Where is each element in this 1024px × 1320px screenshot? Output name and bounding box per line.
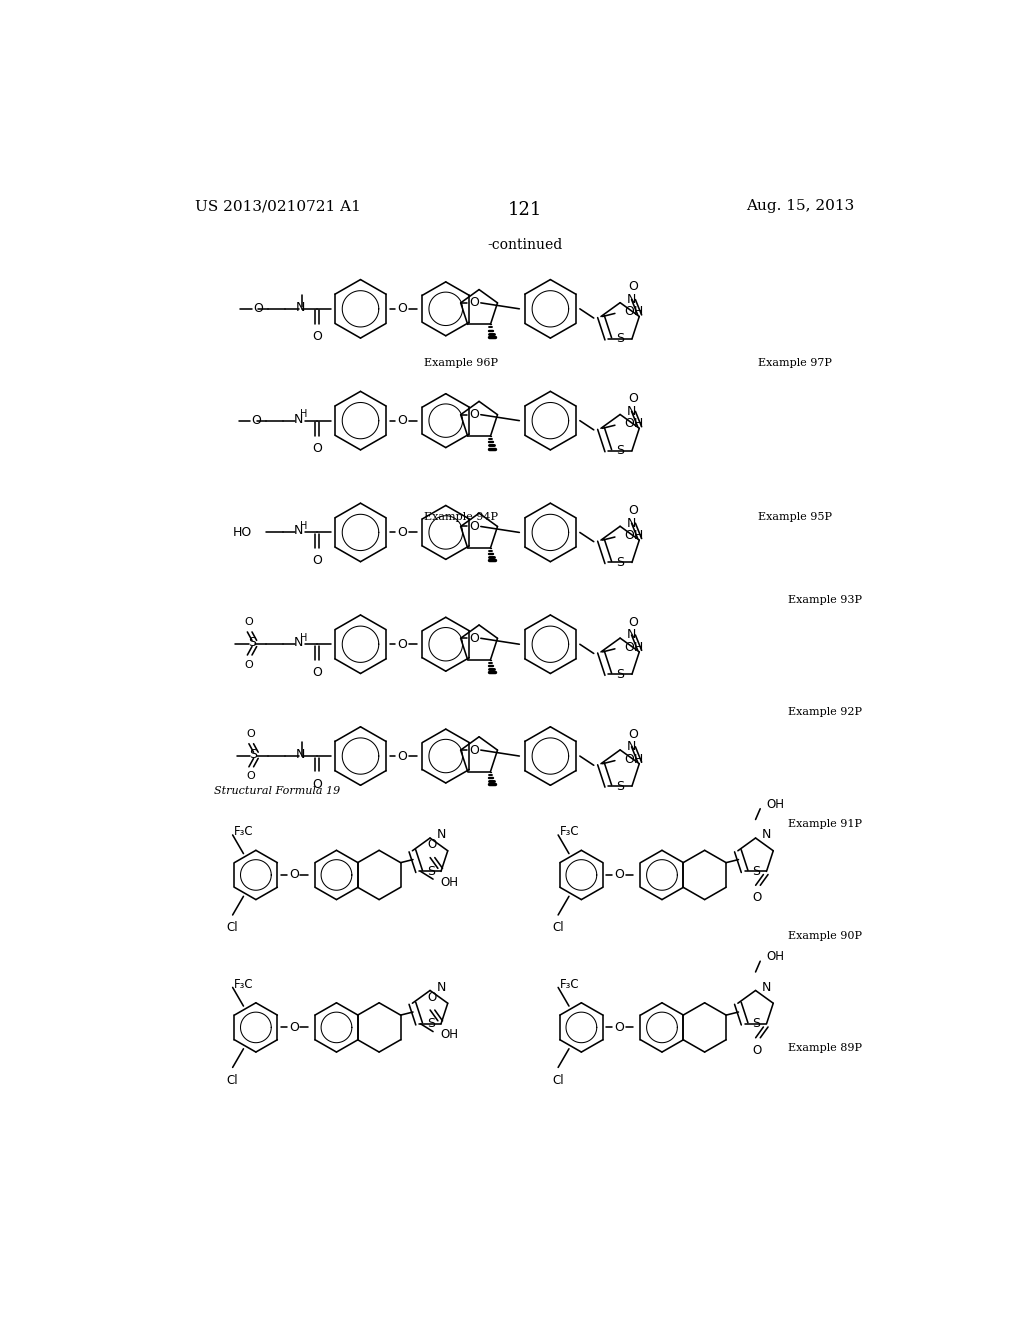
Text: Example 97P: Example 97P bbox=[758, 358, 831, 367]
Text: O: O bbox=[312, 777, 322, 791]
Text: Example 90P: Example 90P bbox=[787, 931, 862, 941]
Text: -continued: -continued bbox=[487, 238, 562, 252]
Text: O: O bbox=[628, 727, 638, 741]
Text: N: N bbox=[627, 628, 636, 642]
Text: Example 96P: Example 96P bbox=[424, 358, 499, 367]
Text: O: O bbox=[397, 638, 408, 651]
Text: HO: HO bbox=[232, 525, 252, 539]
Text: O: O bbox=[628, 392, 638, 405]
Text: S: S bbox=[616, 445, 625, 457]
Text: OH: OH bbox=[625, 752, 643, 766]
Text: O: O bbox=[469, 297, 479, 309]
Text: O: O bbox=[628, 280, 638, 293]
Text: O: O bbox=[397, 525, 408, 539]
Text: O: O bbox=[245, 660, 253, 669]
Text: S: S bbox=[427, 865, 435, 878]
Text: O: O bbox=[253, 302, 263, 315]
Text: S: S bbox=[250, 748, 258, 762]
Text: S: S bbox=[427, 1018, 435, 1031]
Text: O: O bbox=[469, 632, 479, 644]
Text: N: N bbox=[762, 981, 771, 994]
Text: O: O bbox=[289, 1020, 299, 1034]
Text: N: N bbox=[294, 413, 303, 425]
Text: Example 94P: Example 94P bbox=[424, 512, 499, 523]
Text: O: O bbox=[427, 838, 436, 851]
Text: OH: OH bbox=[766, 797, 784, 810]
Text: Example 92P: Example 92P bbox=[787, 708, 862, 717]
Text: S: S bbox=[616, 780, 625, 792]
Text: F₃C: F₃C bbox=[234, 825, 254, 838]
Text: F₃C: F₃C bbox=[560, 978, 580, 991]
Text: N: N bbox=[436, 829, 445, 841]
Text: O: O bbox=[397, 302, 408, 315]
Text: S: S bbox=[753, 1018, 760, 1031]
Text: OH: OH bbox=[625, 305, 643, 318]
Text: O: O bbox=[753, 1044, 762, 1057]
Text: S: S bbox=[616, 668, 625, 681]
Text: OH: OH bbox=[440, 875, 459, 888]
Text: N: N bbox=[627, 293, 636, 306]
Text: O: O bbox=[289, 869, 299, 882]
Text: O: O bbox=[469, 520, 479, 533]
Text: H: H bbox=[300, 409, 307, 420]
Text: OH: OH bbox=[766, 950, 784, 964]
Text: F₃C: F₃C bbox=[560, 825, 580, 838]
Text: O: O bbox=[614, 869, 625, 882]
Text: N: N bbox=[627, 516, 636, 529]
Text: O: O bbox=[397, 414, 408, 428]
Text: N: N bbox=[295, 301, 305, 314]
Text: N: N bbox=[627, 405, 636, 418]
Text: S: S bbox=[248, 636, 256, 649]
Text: Cl: Cl bbox=[226, 921, 239, 935]
Text: S: S bbox=[616, 556, 625, 569]
Text: N: N bbox=[294, 636, 303, 649]
Text: O: O bbox=[628, 616, 638, 628]
Text: N: N bbox=[295, 748, 305, 762]
Text: O: O bbox=[312, 554, 322, 568]
Text: H: H bbox=[300, 521, 307, 531]
Text: Example 89P: Example 89P bbox=[787, 1043, 862, 1052]
Text: O: O bbox=[312, 330, 322, 343]
Text: 121: 121 bbox=[508, 201, 542, 219]
Text: O: O bbox=[469, 408, 479, 421]
Text: Cl: Cl bbox=[552, 1073, 564, 1086]
Text: Aug. 15, 2013: Aug. 15, 2013 bbox=[745, 199, 854, 213]
Text: N: N bbox=[436, 981, 445, 994]
Text: S: S bbox=[753, 865, 760, 878]
Text: O: O bbox=[246, 729, 255, 739]
Text: N: N bbox=[294, 524, 303, 537]
Text: O: O bbox=[427, 991, 436, 1005]
Text: O: O bbox=[246, 771, 255, 781]
Text: OH: OH bbox=[625, 640, 643, 653]
Text: O: O bbox=[252, 414, 261, 428]
Text: O: O bbox=[628, 504, 638, 517]
Text: O: O bbox=[614, 1020, 625, 1034]
Text: N: N bbox=[627, 741, 636, 754]
Text: O: O bbox=[469, 743, 479, 756]
Text: F₃C: F₃C bbox=[234, 978, 254, 991]
Text: OH: OH bbox=[625, 417, 643, 430]
Text: US 2013/0210721 A1: US 2013/0210721 A1 bbox=[196, 199, 361, 213]
Text: Example 93P: Example 93P bbox=[787, 595, 862, 606]
Text: Example 95P: Example 95P bbox=[758, 512, 831, 523]
Text: Cl: Cl bbox=[552, 921, 564, 935]
Text: N: N bbox=[762, 829, 771, 841]
Text: Cl: Cl bbox=[226, 1073, 239, 1086]
Text: S: S bbox=[616, 333, 625, 346]
Text: O: O bbox=[397, 750, 408, 763]
Text: O: O bbox=[312, 665, 322, 678]
Text: O: O bbox=[245, 618, 253, 627]
Text: OH: OH bbox=[440, 1028, 459, 1041]
Text: H: H bbox=[300, 634, 307, 643]
Text: OH: OH bbox=[625, 529, 643, 543]
Text: Structural Formula 19: Structural Formula 19 bbox=[214, 785, 340, 796]
Text: Example 91P: Example 91P bbox=[787, 818, 862, 829]
Text: O: O bbox=[312, 442, 322, 455]
Text: O: O bbox=[753, 891, 762, 904]
